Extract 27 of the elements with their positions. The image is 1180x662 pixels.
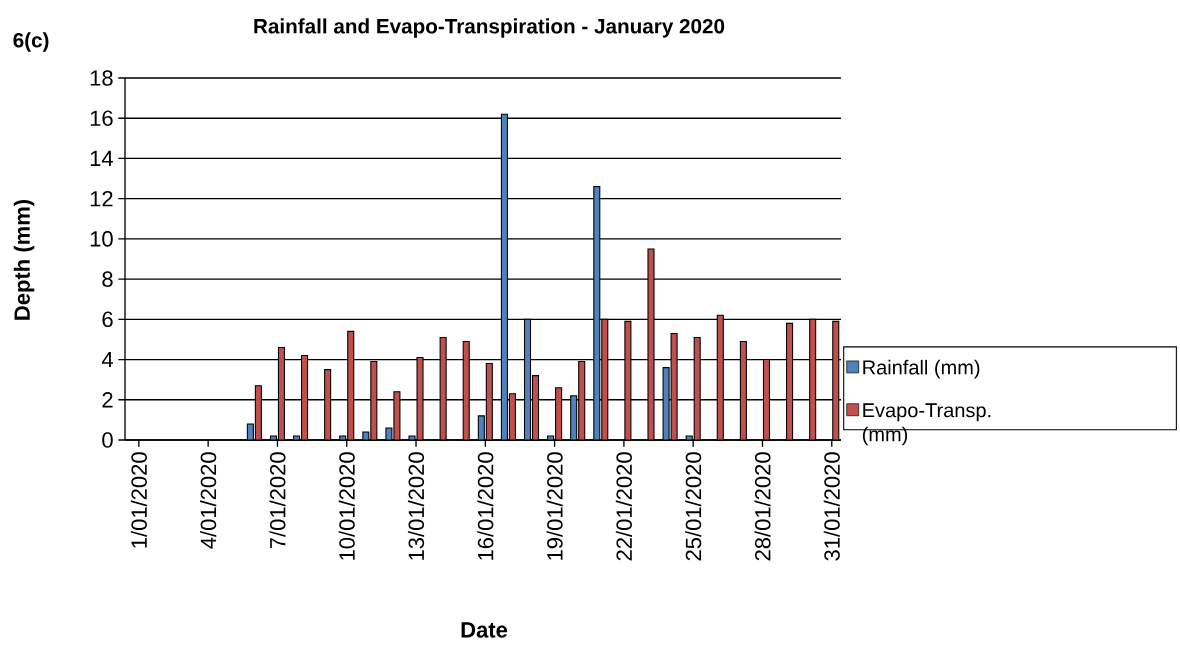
x-axis-title: Date — [461, 622, 508, 638]
y-tick-label: 0 — [102, 432, 113, 448]
x-tick-label: 25/01/2020 — [685, 452, 702, 561]
y-tick-label: 18 — [90, 70, 113, 86]
y-tick-label: 16 — [90, 110, 113, 126]
y-tick-label: 8 — [102, 271, 113, 287]
legend-label: Evapo-Transp. (mm) — [862, 403, 991, 446]
x-tick-label: 4/01/2020 — [200, 452, 217, 549]
y-axis-title: Depth (mm) — [13, 200, 35, 320]
x-tick-label: 28/01/2020 — [754, 452, 771, 561]
chart-title: Rainfall and Evapo-Transpiration - January 2020 — [254, 18, 725, 38]
x-tick-label: 1/01/2020 — [130, 452, 147, 548]
legend-label: Rainfall (mm) — [863, 359, 980, 379]
x-tick-label: 16/01/2020 — [477, 452, 494, 560]
x-tick-label: 10/01/2020 — [338, 452, 355, 560]
x-tick-label: 31/01/2020 — [823, 452, 840, 561]
y-tick-label: 14 — [90, 150, 113, 167]
y-tick-label: 2 — [102, 392, 113, 408]
y-tick-label: 4 — [101, 351, 113, 368]
y-tick-label: 12 — [90, 190, 113, 207]
x-tick-label: 19/01/2020 — [546, 452, 563, 560]
x-tick-label: 7/01/2020 — [269, 452, 286, 549]
x-tick-label: 13/01/2020 — [407, 452, 425, 560]
text: 6(c) — [13, 32, 49, 52]
y-tick-label: 10 — [90, 231, 113, 247]
y-tick-label: 6 — [102, 311, 113, 328]
x-tick-label: 22/01/2020 — [615, 452, 632, 561]
